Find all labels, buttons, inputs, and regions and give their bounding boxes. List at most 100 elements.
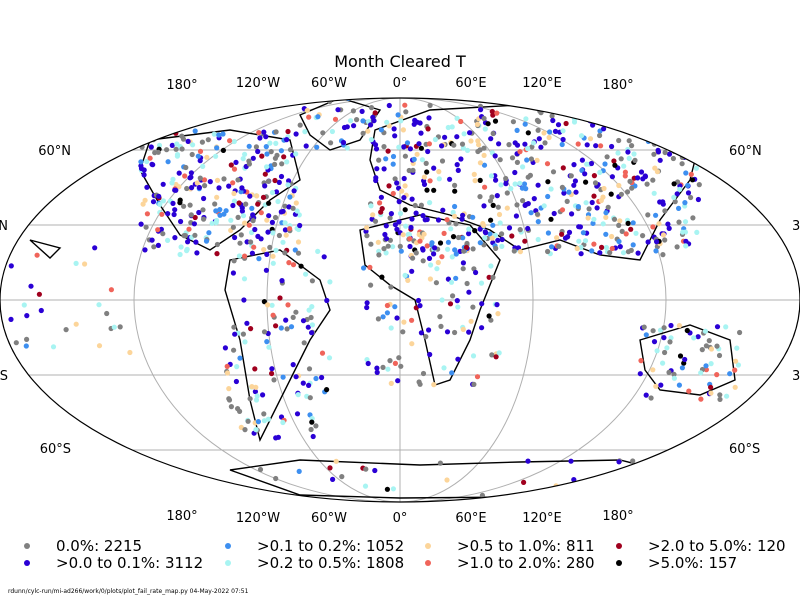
- station-marker: [626, 155, 632, 161]
- station-marker: [418, 145, 424, 151]
- station-marker: [213, 153, 219, 159]
- station-marker: [525, 145, 531, 152]
- station-marker: [147, 155, 153, 161]
- station-marker: [723, 324, 729, 330]
- station-marker: [394, 315, 400, 321]
- station-marker: [511, 248, 517, 254]
- station-marker: [383, 250, 389, 256]
- station-marker: [234, 364, 240, 370]
- station-marker: [380, 314, 386, 320]
- station-marker: [242, 427, 248, 433]
- station-marker: [242, 151, 248, 157]
- station-marker: [235, 214, 241, 220]
- station-marker: [297, 222, 303, 229]
- station-marker: [257, 135, 263, 141]
- lon-label: 180°: [166, 509, 197, 524]
- station-marker: [286, 178, 292, 184]
- lat-label: 3: [792, 219, 800, 234]
- station-marker: [608, 191, 614, 197]
- station-marker: [257, 466, 264, 473]
- station-marker: [242, 253, 248, 259]
- station-marker: [662, 237, 668, 243]
- station-marker: [650, 177, 656, 183]
- station-marker: [226, 397, 233, 403]
- station-marker: [560, 128, 566, 134]
- station-marker: [82, 261, 88, 267]
- station-marker: [290, 362, 296, 368]
- legend-label: >1.0 to 2.0%: 280: [457, 554, 595, 572]
- station-marker: [264, 339, 270, 345]
- station-marker: [499, 236, 505, 243]
- station-marker: [400, 329, 406, 335]
- station-marker: [184, 248, 190, 254]
- station-marker: [436, 169, 442, 175]
- station-marker: [375, 239, 381, 245]
- station-marker: [404, 140, 411, 146]
- station-marker: [368, 282, 374, 288]
- station-marker: [454, 162, 460, 168]
- station-marker: [401, 195, 407, 201]
- station-marker: [73, 321, 79, 327]
- station-marker: [384, 302, 390, 309]
- station-marker: [293, 151, 299, 157]
- station-marker: [455, 304, 461, 310]
- station-marker: [400, 127, 406, 133]
- station-marker: [315, 114, 321, 120]
- station-marker: [374, 369, 380, 375]
- station-marker: [415, 297, 422, 304]
- station-marker: [488, 173, 495, 179]
- station-marker: [490, 112, 496, 118]
- station-marker: [214, 194, 220, 200]
- station-marker: [499, 243, 505, 249]
- station-marker: [450, 234, 457, 240]
- station-marker: [248, 239, 254, 245]
- station-marker: [402, 183, 408, 189]
- station-marker: [651, 190, 657, 196]
- station-marker: [402, 102, 408, 108]
- station-marker: [522, 238, 528, 244]
- station-marker: [324, 297, 330, 304]
- station-marker: [544, 161, 551, 167]
- station-marker: [309, 330, 315, 336]
- station-marker: [651, 151, 657, 157]
- station-marker: [424, 243, 430, 249]
- station-marker: [426, 115, 432, 121]
- station-marker: [616, 137, 622, 144]
- station-marker: [573, 189, 579, 195]
- station-marker: [427, 276, 433, 282]
- station-marker: [482, 235, 488, 241]
- station-marker: [486, 313, 492, 319]
- station-marker: [527, 172, 534, 178]
- station-marker: [548, 186, 554, 192]
- station-marker: [663, 141, 669, 147]
- station-marker: [250, 212, 256, 218]
- station-marker: [157, 201, 163, 207]
- station-marker: [411, 156, 417, 162]
- station-marker: [228, 404, 234, 410]
- station-marker: [372, 142, 379, 148]
- station-marker: [661, 335, 667, 341]
- station-marker: [433, 280, 439, 286]
- station-marker: [583, 113, 589, 120]
- station-marker: [264, 251, 270, 257]
- station-marker: [273, 247, 279, 253]
- station-marker: [422, 217, 428, 223]
- station-marker: [464, 280, 470, 287]
- station-marker: [525, 458, 531, 464]
- station-marker: [273, 323, 279, 329]
- station-marker: [364, 304, 370, 311]
- station-marker: [231, 198, 238, 204]
- station-marker: [213, 208, 219, 214]
- station-marker: [478, 107, 484, 113]
- station-marker: [662, 349, 668, 356]
- station-marker: [666, 151, 673, 157]
- station-marker: [452, 247, 458, 253]
- station-marker: [111, 324, 117, 330]
- station-marker: [488, 217, 494, 223]
- station-marker: [155, 149, 161, 155]
- station-marker: [653, 248, 659, 254]
- station-marker: [582, 238, 589, 244]
- station-marker: [201, 216, 207, 222]
- station-marker: [231, 347, 237, 353]
- station-marker: [644, 181, 650, 187]
